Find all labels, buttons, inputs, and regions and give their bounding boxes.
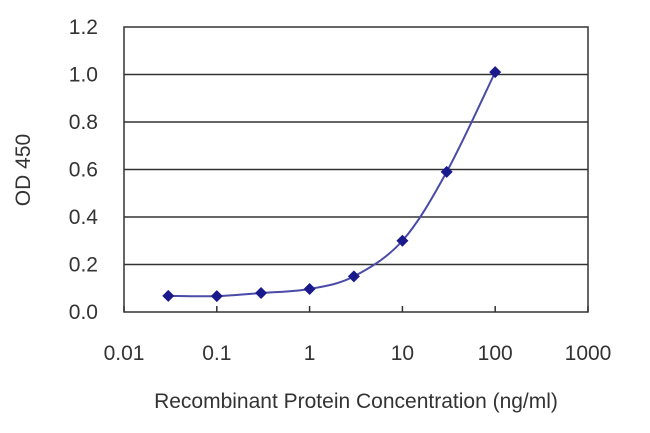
y-tick-label: 0.4 — [69, 206, 99, 229]
diamond-marker — [255, 287, 268, 299]
x-tick-label: 1 — [304, 342, 316, 365]
diamond-marker — [440, 165, 453, 178]
diamond-marker — [396, 234, 409, 247]
y-tick-label: 0.8 — [69, 111, 98, 134]
x-tick-label: 0.1 — [202, 342, 231, 365]
diamond-marker — [162, 289, 175, 302]
data-line — [168, 71, 497, 298]
diamond-marker — [489, 66, 502, 79]
x-axis-ticks: 0.01 0.1 1 10 100 1000 — [104, 306, 612, 365]
x-tick-label: 100 — [478, 342, 513, 365]
y-tick-label: 0.6 — [69, 159, 98, 182]
y-tick-label: 0.2 — [69, 254, 98, 277]
y-tick-label: 1.2 — [69, 16, 98, 39]
y-tick-label: 1.0 — [69, 64, 98, 87]
y-axis-title: OD 450 — [12, 134, 35, 206]
x-tick-label: 0.01 — [104, 342, 145, 365]
gridlines — [124, 73, 588, 266]
plot-area-border — [123, 26, 589, 313]
x-tick-label: 1000 — [565, 342, 612, 365]
y-axis-ticks: 0.0 0.2 0.4 0.6 0.8 1.0 1.2 — [69, 16, 99, 324]
diamond-marker — [303, 282, 316, 295]
data-markers — [162, 66, 502, 303]
x-tick-label: 10 — [391, 342, 414, 365]
x-axis-title: Recombinant Protein Concentration (ng/ml… — [154, 390, 558, 413]
diamond-marker — [347, 270, 360, 283]
diamond-marker — [210, 290, 223, 303]
y-tick-label: 0.0 — [69, 301, 98, 324]
